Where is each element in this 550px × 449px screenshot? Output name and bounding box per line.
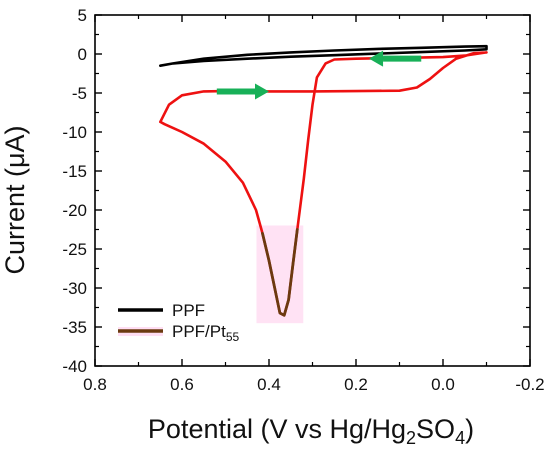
axes-group [94, 14, 531, 367]
y-tick-label: -25 [62, 240, 87, 259]
legend-label-ppf: PPF [172, 301, 205, 320]
arrow-head-left [369, 50, 384, 67]
y-tick-label: -5 [72, 84, 87, 103]
y-tick-label: -40 [62, 357, 87, 376]
x-tick-label: -0.2 [515, 375, 544, 394]
x-tick-label: 0.8 [83, 375, 107, 394]
y-tick-label: -10 [62, 123, 87, 142]
series-line-ppf [159, 44, 488, 67]
y-tick-label: -30 [62, 279, 87, 298]
y-tick-label: -35 [62, 318, 87, 337]
x-tick-label: 0.0 [431, 375, 455, 394]
series-line-ppf-pt55 [159, 51, 488, 317]
series-group [159, 44, 488, 317]
series-peak-segment-0 [261, 228, 299, 317]
annotations-group [216, 50, 422, 100]
legend: PPF PPF/Pt55 [118, 301, 240, 344]
plot-frame [94, 14, 531, 367]
y-tick-label: 5 [78, 6, 87, 25]
x-tick-label: 0.6 [170, 375, 194, 394]
y-tick-label: -20 [62, 201, 87, 220]
y-tick-label: 0 [78, 45, 87, 64]
x-tick-label: 0.2 [344, 375, 368, 394]
y-tick-label: -15 [62, 162, 87, 181]
x-axis-title: Potential (V vs Hg/Hg2SO4) [148, 414, 474, 448]
tick-labels-group: 0.8 0.6 0.4 0.2 0.0 -0.2 5 0 -5 -10 -15 -20 -25 -30 -3… [62, 6, 544, 394]
legend-label-ppf-pt55: PPF/Pt55 [172, 322, 240, 344]
y-axis-title: Current (μA) [0, 125, 30, 274]
arrow-head-right [255, 83, 269, 100]
x-tick-label: 0.4 [257, 375, 281, 394]
